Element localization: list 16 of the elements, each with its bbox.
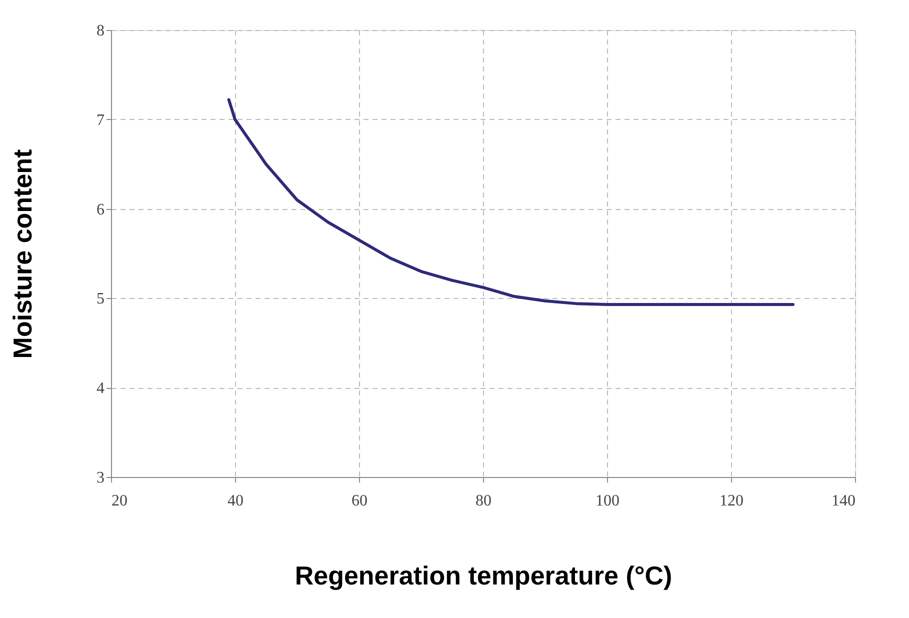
line-series — [227, 98, 794, 306]
y-tick-label: 4 — [96, 380, 104, 398]
y-tick-label: 6 — [96, 201, 104, 218]
x-tick-label: 40 — [228, 492, 244, 510]
y-tick-label: 8 — [96, 22, 104, 40]
x-tick-label: 140 — [832, 492, 856, 510]
y-tick-label: 7 — [96, 112, 104, 129]
y-axis-title: Moisture content — [8, 148, 38, 359]
x-axis-title: Regeneration temperature (°C) — [294, 560, 672, 590]
y-tick-label: 3 — [96, 470, 104, 486]
x-tick-label: 20 — [112, 492, 128, 510]
x-tick-label: 60 — [352, 492, 368, 510]
y-tick-label: 5 — [96, 290, 104, 308]
x-tick-label: 120 — [720, 492, 744, 510]
x-tick-label: 100 — [596, 492, 620, 510]
x-tick-label: 80 — [476, 492, 492, 510]
